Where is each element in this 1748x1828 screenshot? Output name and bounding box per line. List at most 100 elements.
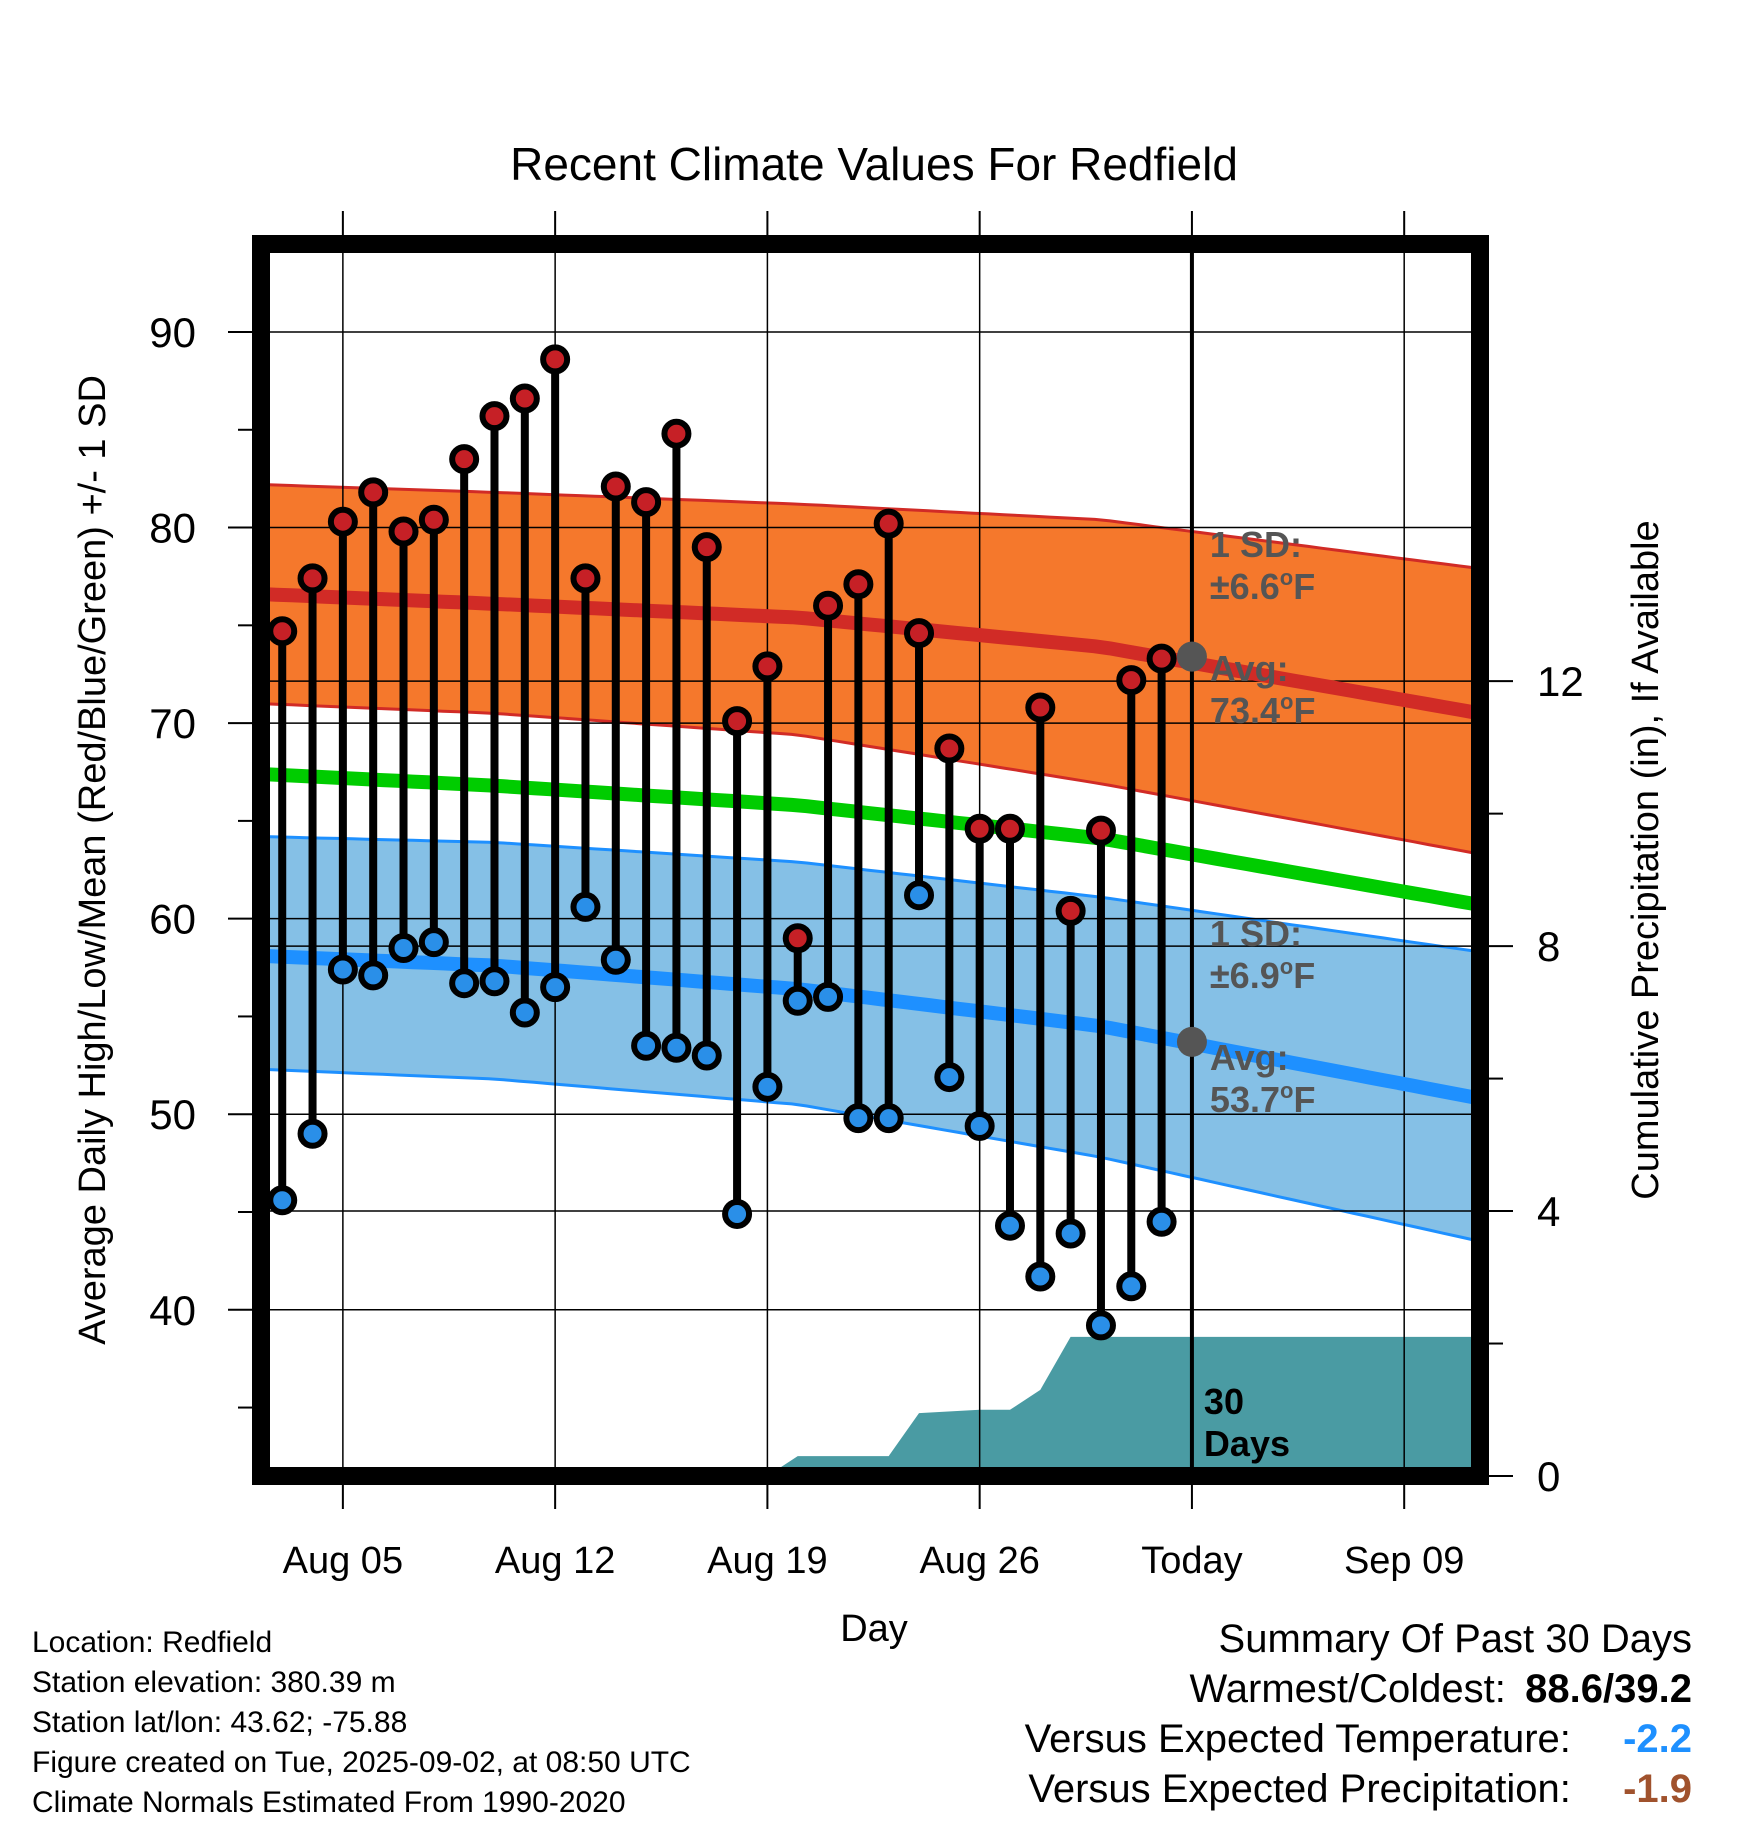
high-point [873,508,904,539]
daily-record [1116,665,1147,1302]
high-point [782,923,813,954]
low-point [327,954,358,985]
low-point [782,985,813,1016]
x-axis-ticks [341,211,1406,1509]
latlon-text: Station lat/lon: 43.62; -75.88 [32,1706,408,1739]
daily-record [994,813,1025,1241]
plot-frame [252,235,1489,1485]
daily-record [509,383,540,1028]
low-point [691,1040,722,1071]
high-point [267,616,298,647]
y-tick-label: 60 [149,896,196,943]
right-axis-ticks [1489,680,1513,1477]
daily-record [479,401,510,997]
high-avg-label: Avg: [1210,648,1289,689]
low-point [631,1030,662,1061]
high-point [934,733,965,764]
precip-label-line2: Days [1204,1423,1290,1464]
temp-value: -2.2 [1623,1717,1692,1761]
low-avg-label: Avg: [1210,1037,1289,1078]
x-tick-label: Sep 09 [1344,1540,1464,1582]
low-point [904,880,935,911]
created-text: Figure created on Tue, 2025-09-02, at 08… [32,1746,691,1779]
daily-record [752,651,783,1102]
x-axis-label: Day [840,1608,908,1650]
low-sd-label: 1 SD: [1210,913,1302,954]
high-sd-value: ±6.6oF [1210,565,1315,607]
low-annotation: 1 SD:±6.9oF Avg:53.7oF [1210,913,1316,1120]
low-point [843,1103,874,1134]
low-point [813,981,844,1012]
low-point [1146,1206,1177,1237]
warm-cold-row: Warmest/Coldest: 88.6/39.2 [1025,1664,1693,1714]
y-tick-label: 50 [149,1091,196,1138]
high-point [813,590,844,621]
daily-record [691,532,722,1071]
station-info: Location: Redfield Station elevation: 38… [32,1623,691,1823]
high-point [327,506,358,537]
daily-record [418,504,449,958]
low-point [1055,1218,1086,1249]
high-sd-band [261,484,1480,855]
warm-cold-label: Warmest/Coldest: [1189,1667,1506,1711]
low-point [388,933,419,963]
high-point [631,487,662,518]
low-point [994,1210,1025,1241]
daily-record [1085,815,1116,1341]
precip-label-line1: 30 [1204,1381,1244,1422]
precip-row: Versus Expected Precipitation: -1.9 [1025,1764,1692,1814]
low-point [1085,1310,1116,1341]
high-point [1146,643,1177,674]
low-point [600,944,631,975]
daily-record [1055,895,1086,1249]
high-point [570,563,601,594]
daily-record [600,471,631,975]
high-point [752,651,783,682]
daily-record [661,418,692,1063]
high-point [691,532,722,563]
elevation-text: Station elevation: 380.39 m [32,1666,396,1699]
high-point [661,418,692,449]
low-point [358,960,389,991]
high-point [904,618,935,649]
high-point [297,563,328,594]
high-point [388,516,419,547]
chart-title: Recent Climate Values For Redfield [510,138,1238,190]
high-point [358,477,389,508]
low-sd-value: ±6.9oF [1210,954,1315,996]
daily-record [540,344,571,1003]
daily-record [964,813,995,1141]
low-point [964,1110,995,1141]
temp-row: Versus Expected Temperature: -2.2 [1025,1714,1692,1764]
precip-area [767,1336,1480,1476]
y-tick-label: 90 [149,309,196,356]
high-point [1025,692,1056,723]
daily-record [1146,643,1177,1237]
low-point [509,997,540,1028]
high-point [418,504,449,535]
low-point [449,968,480,999]
low-point [934,1062,965,1093]
low-point [418,927,449,958]
daily-record [873,508,904,1134]
location-text: Location: Redfield [32,1626,273,1659]
y-right-tick-label: 4 [1537,1188,1560,1235]
precip-value: -1.9 [1623,1767,1692,1811]
low-sd-band [261,836,1480,1242]
y-right-tick-label: 8 [1537,923,1560,970]
low-point [722,1198,753,1229]
high-point [964,813,995,844]
high-point [449,444,480,475]
y-right-tick-label: 0 [1537,1453,1560,1500]
left-axis-ticks [228,331,252,1409]
high-point [509,383,540,414]
x-tick-label: Aug 12 [495,1540,615,1582]
daily-record [722,706,753,1229]
daily-record [813,590,844,1012]
today-avg-high-marker [1176,641,1207,672]
low-point [267,1185,298,1216]
daily-record [1025,692,1056,1292]
summary-panel: Summary Of Past 30 Days Warmest/Coldest:… [1025,1614,1692,1814]
